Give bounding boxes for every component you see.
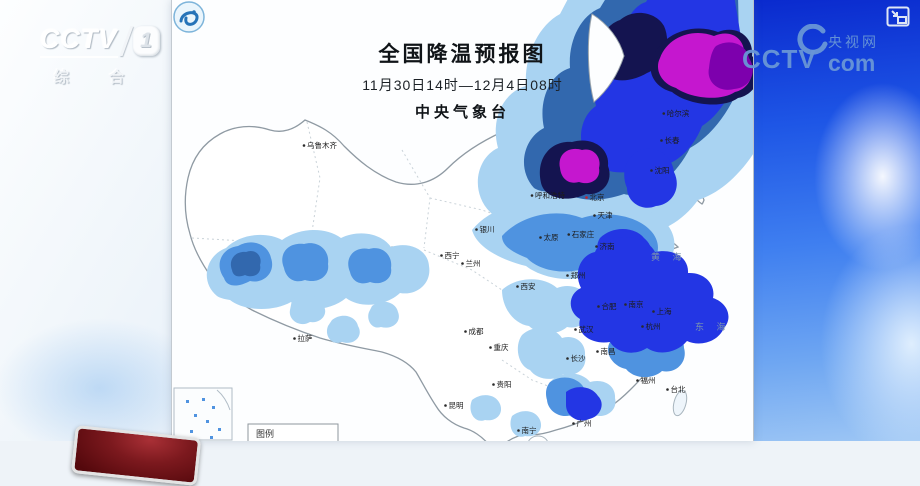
watermark-swirl-icon bbox=[797, 24, 828, 55]
city-dot bbox=[302, 144, 306, 147]
city-dot bbox=[539, 236, 542, 239]
city-dot bbox=[597, 305, 600, 308]
map-title-block: 全国降温预报图 11月30日14时—12月4日08时 中央气象台 bbox=[172, 38, 753, 122]
mongolia-notch bbox=[587, 13, 625, 103]
city-label: 沈阳 bbox=[655, 165, 670, 175]
city-dot bbox=[566, 357, 569, 360]
city-dot bbox=[574, 328, 577, 331]
watermark-suffix: com bbox=[828, 50, 876, 76]
city-label: 乌鲁木齐 bbox=[307, 140, 337, 150]
city-dot bbox=[517, 429, 520, 432]
channel-logo: CCTV 1 综 合 bbox=[40, 24, 170, 87]
watermark-site-name: 央视网 bbox=[828, 34, 879, 50]
studio-background-left bbox=[0, 0, 172, 441]
city-label: 福州 bbox=[641, 376, 656, 385]
city-label: 银川 bbox=[480, 225, 495, 234]
city-label: 合肥 bbox=[602, 301, 617, 311]
city-dot bbox=[293, 337, 296, 340]
studio-background-right bbox=[750, 0, 920, 441]
city-label: 拉萨 bbox=[298, 333, 313, 343]
city-label: 兰州 bbox=[466, 258, 481, 268]
city-dot bbox=[492, 383, 495, 386]
city-label: 台北 bbox=[671, 384, 686, 394]
city-label: 武汉 bbox=[579, 324, 594, 334]
legend-title: 图例 bbox=[256, 428, 274, 439]
map-valid-period: 11月30日14时—12月4日08时 bbox=[362, 77, 563, 93]
city-dot bbox=[475, 228, 478, 231]
city-label: 上海 bbox=[657, 306, 672, 316]
cooling-regions bbox=[206, 0, 753, 437]
city-dot bbox=[660, 139, 663, 142]
city-label: 郑州 bbox=[571, 270, 586, 280]
hainan-island bbox=[528, 435, 548, 441]
cma-logo-icon bbox=[173, 1, 205, 33]
city-label: 南昌 bbox=[601, 346, 616, 356]
channel-logo-slash bbox=[119, 26, 133, 56]
city-label: 贵阳 bbox=[497, 379, 512, 389]
channel-number-badge: 1 bbox=[132, 26, 160, 56]
city-label: 昆明 bbox=[449, 401, 464, 410]
city-dot bbox=[662, 112, 666, 115]
city-dot bbox=[566, 274, 569, 277]
city-label: 成都 bbox=[469, 326, 484, 336]
city-dot bbox=[652, 310, 655, 313]
city-dot bbox=[489, 346, 492, 349]
city-label: 西宁 bbox=[445, 250, 460, 260]
city-dot bbox=[440, 254, 443, 257]
city-label: 石家庄 bbox=[572, 229, 595, 239]
city-dot bbox=[666, 388, 669, 391]
city-label: 重庆 bbox=[494, 342, 509, 352]
city-label: 北京 bbox=[590, 192, 605, 202]
city-label: 济南 bbox=[600, 241, 615, 251]
south-china-sea-inset bbox=[173, 387, 233, 441]
city-label: 西安 bbox=[521, 281, 536, 291]
city-label: 呼和浩特 bbox=[535, 190, 565, 200]
city-dot bbox=[624, 303, 627, 306]
network-watermark: CCTV 央视网 com bbox=[742, 22, 892, 92]
city-dot bbox=[464, 330, 467, 333]
city-dot bbox=[567, 233, 571, 236]
taiwan-island bbox=[672, 389, 688, 417]
city-dot bbox=[444, 404, 447, 407]
city-label: 南京 bbox=[629, 299, 644, 309]
city-dot bbox=[461, 262, 464, 265]
city-dot bbox=[585, 196, 588, 199]
legend-box: 图例 bbox=[247, 423, 339, 441]
city-dot bbox=[572, 422, 575, 425]
city-label: 杭州 bbox=[646, 321, 661, 331]
city-dot bbox=[516, 285, 519, 288]
sea-label: 黄 海 bbox=[651, 251, 687, 262]
weather-map-panel: 黄 海 东 海 乌鲁木齐 哈尔滨长春沈阳呼和浩特 北京天津 石家庄 太原济南 银川西宁 兰州… bbox=[171, 0, 754, 441]
shrink-icon[interactable] bbox=[886, 6, 910, 27]
sea-label: 东 海 bbox=[695, 321, 731, 332]
city-label: 南宁 bbox=[522, 425, 537, 435]
city-label: 太原 bbox=[544, 232, 559, 242]
city-dot bbox=[595, 245, 598, 248]
map-agency: 中央气象台 bbox=[414, 104, 510, 121]
city-dot bbox=[593, 214, 596, 217]
city-dot bbox=[596, 350, 599, 353]
sea-labels: 黄 海 东 海 bbox=[651, 251, 731, 332]
city-label: 广州 bbox=[577, 418, 592, 428]
city-label: 长春 bbox=[665, 135, 680, 145]
channel-logo-subtitle: 综 合 bbox=[54, 69, 143, 86]
city-dot bbox=[530, 194, 534, 197]
city-dot bbox=[641, 325, 644, 328]
city-dot bbox=[650, 169, 653, 172]
channel-logo-brand: CCTV bbox=[40, 24, 118, 58]
city-dot bbox=[636, 379, 639, 382]
city-label: 天津 bbox=[598, 211, 613, 220]
map-title: 全国降温预报图 bbox=[378, 43, 547, 66]
city-label: 哈尔滨 bbox=[667, 108, 690, 118]
city-label: 长沙 bbox=[571, 353, 586, 363]
